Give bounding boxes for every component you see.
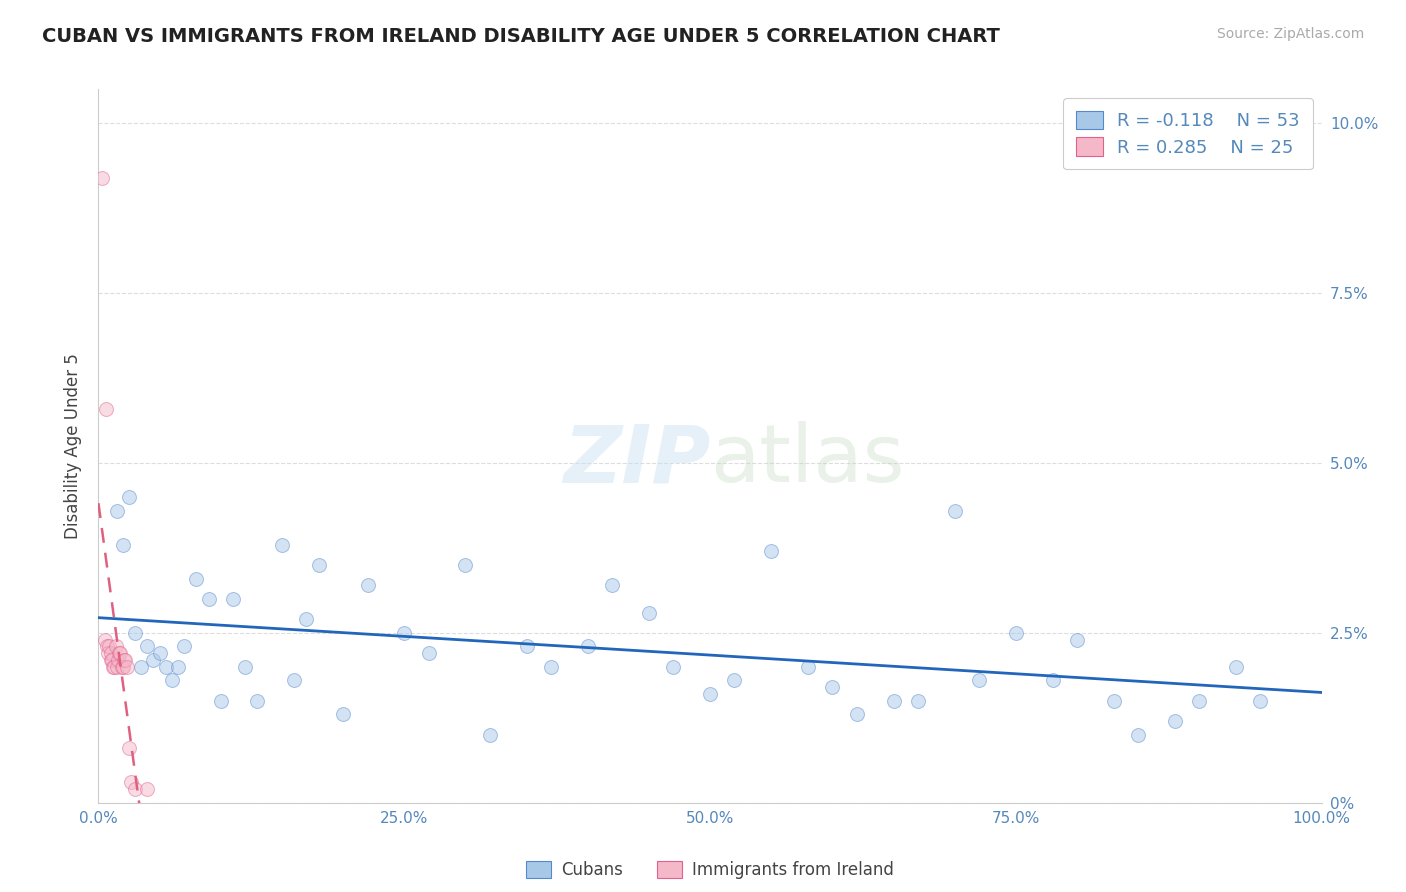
Point: [142, 653, 165, 667]
Point: [93, 632, 115, 647]
Point: [155, 660, 177, 674]
Point: [107, 653, 129, 667]
Text: atlas: atlas: [710, 421, 904, 500]
Point: [110, 646, 132, 660]
Point: [478, 728, 501, 742]
Point: [101, 653, 124, 667]
Point: [149, 646, 172, 660]
Point: [540, 660, 562, 674]
Point: [845, 707, 868, 722]
Point: [332, 707, 354, 722]
Point: [907, 694, 929, 708]
Point: [1004, 626, 1026, 640]
Point: [91, 170, 114, 185]
Point: [1225, 660, 1247, 674]
Point: [883, 694, 905, 708]
Point: [97, 646, 120, 660]
Point: [100, 646, 122, 660]
Point: [124, 626, 146, 640]
Point: [283, 673, 305, 688]
Point: [112, 653, 135, 667]
Point: [356, 578, 378, 592]
Point: [167, 660, 190, 674]
Point: [576, 640, 599, 654]
Point: [821, 680, 844, 694]
Point: [100, 653, 122, 667]
Point: [392, 626, 416, 640]
Point: [136, 640, 159, 654]
Point: [222, 591, 245, 606]
Point: [129, 660, 152, 674]
Point: [101, 660, 124, 674]
Point: [173, 640, 195, 654]
Point: [638, 606, 661, 620]
Text: ZIP: ZIP: [562, 421, 710, 500]
Point: [96, 640, 118, 654]
Point: [103, 660, 125, 674]
Point: [295, 612, 318, 626]
Point: [1164, 714, 1187, 729]
Point: [111, 660, 134, 674]
Point: [246, 694, 269, 708]
Point: [723, 673, 745, 688]
Point: [209, 694, 232, 708]
Point: [105, 503, 128, 517]
Point: [699, 687, 721, 701]
Text: CUBAN VS IMMIGRANTS FROM IRELAND DISABILITY AGE UNDER 5 CORRELATION CHART: CUBAN VS IMMIGRANTS FROM IRELAND DISABIL…: [42, 27, 1000, 45]
Point: [94, 401, 117, 416]
Point: [120, 775, 142, 789]
Point: [233, 660, 256, 674]
Point: [118, 741, 141, 756]
Point: [160, 673, 183, 688]
Point: [797, 660, 820, 674]
Text: Source: ZipAtlas.com: Source: ZipAtlas.com: [1216, 27, 1364, 41]
Point: [454, 558, 477, 572]
Point: [124, 782, 146, 797]
Point: [111, 660, 134, 674]
Point: [186, 572, 208, 586]
Point: [115, 660, 138, 674]
Point: [270, 537, 294, 551]
Point: [105, 660, 128, 674]
Point: [761, 544, 783, 558]
Point: [136, 782, 159, 797]
Point: [308, 558, 330, 572]
Point: [197, 591, 219, 606]
Point: [943, 503, 966, 517]
Point: [118, 490, 141, 504]
Point: [967, 673, 990, 688]
Point: [1102, 694, 1125, 708]
Legend: Cubans, Immigrants from Ireland: Cubans, Immigrants from Ireland: [519, 853, 901, 888]
Point: [1250, 694, 1272, 708]
Point: [1066, 632, 1088, 647]
Point: [98, 640, 121, 654]
Point: [516, 640, 538, 654]
Y-axis label: Disability Age Under 5: Disability Age Under 5: [65, 353, 83, 539]
Point: [108, 646, 131, 660]
Point: [114, 653, 136, 667]
Point: [104, 640, 127, 654]
Point: [1188, 694, 1211, 708]
Point: [111, 537, 134, 551]
Point: [1042, 673, 1064, 688]
Point: [1128, 728, 1150, 742]
Point: [418, 646, 440, 660]
Point: [600, 578, 623, 592]
Point: [662, 660, 685, 674]
